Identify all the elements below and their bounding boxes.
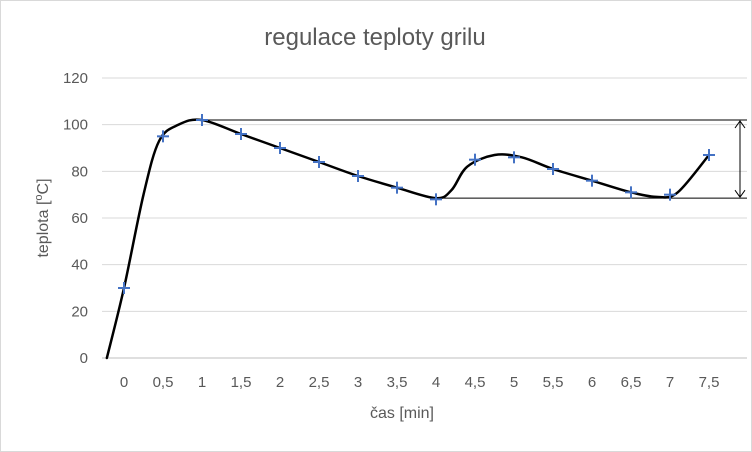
x-tick-label: 2 <box>276 374 284 391</box>
data-point <box>430 193 442 206</box>
y-tick-label-20: 20 <box>71 303 88 320</box>
data-point <box>391 181 403 194</box>
chart-title: regulace teploty grilu <box>264 24 485 51</box>
data-point <box>313 156 325 168</box>
data-point <box>157 130 169 143</box>
y-axis-label: teplota [oC] <box>33 178 52 257</box>
data-point <box>352 170 364 182</box>
x-tick-label: 3,5 <box>387 374 408 391</box>
x-tick-label: 0 <box>120 374 128 391</box>
y-axis-label-main: teplota [ <box>35 200 52 257</box>
y-axis-label-tail: C] <box>35 178 52 194</box>
range-annotation <box>202 119 747 199</box>
x-tick-label: 2,5 <box>309 374 330 391</box>
x-tick-label: 3 <box>354 374 362 391</box>
x-tick-labels: 0 0,5 1 1,5 2 2,5 3 3,5 4 4,5 5 5,5 6 6,5 7 7,5 <box>120 374 720 391</box>
data-point <box>274 142 286 154</box>
y-tick-label-100: 100 <box>63 117 88 134</box>
x-tick-label: 0,5 <box>153 374 174 391</box>
y-axis-label-superscript: o <box>33 194 45 200</box>
x-tick-label: 1 <box>198 374 206 391</box>
data-point <box>508 151 520 164</box>
x-tick-label: 6 <box>588 374 596 391</box>
x-tick-label: 5,5 <box>543 374 564 391</box>
x-tick-label: 7,5 <box>699 374 720 391</box>
x-tick-label: 5 <box>510 374 518 391</box>
data-point <box>118 282 130 294</box>
data-point <box>664 188 676 201</box>
range-arrow-head-bottom <box>734 189 746 199</box>
fit-curve-layer <box>105 118 711 360</box>
y-tick-labels: 0 20 40 60 80 100 120 <box>63 70 88 367</box>
data-point <box>703 149 715 161</box>
x-tick-label: 7 <box>666 374 674 391</box>
y-tick-label-120: 120 <box>63 70 88 87</box>
x-tick-label: 1,5 <box>231 374 252 391</box>
x-tick-label: 4,5 <box>465 374 486 391</box>
y-tick-label-60: 60 <box>71 210 88 227</box>
y-tick-label-80: 80 <box>71 163 88 180</box>
range-arrow-head-top <box>734 120 746 129</box>
data-point <box>586 174 598 187</box>
data-point <box>469 153 481 166</box>
x-tick-label: 6,5 <box>621 374 642 391</box>
data-point <box>547 163 559 175</box>
data-point <box>235 128 247 140</box>
data-point <box>196 114 208 126</box>
y-tick-label-0: 0 <box>80 350 88 367</box>
x-axis-label: čas [min] <box>370 405 434 422</box>
data-point <box>625 186 637 199</box>
data-markers <box>118 114 715 294</box>
fit-curve <box>105 118 711 360</box>
x-tick-label: 4 <box>432 374 440 391</box>
gridlines <box>102 77 747 359</box>
y-tick-label-40: 40 <box>71 257 88 274</box>
